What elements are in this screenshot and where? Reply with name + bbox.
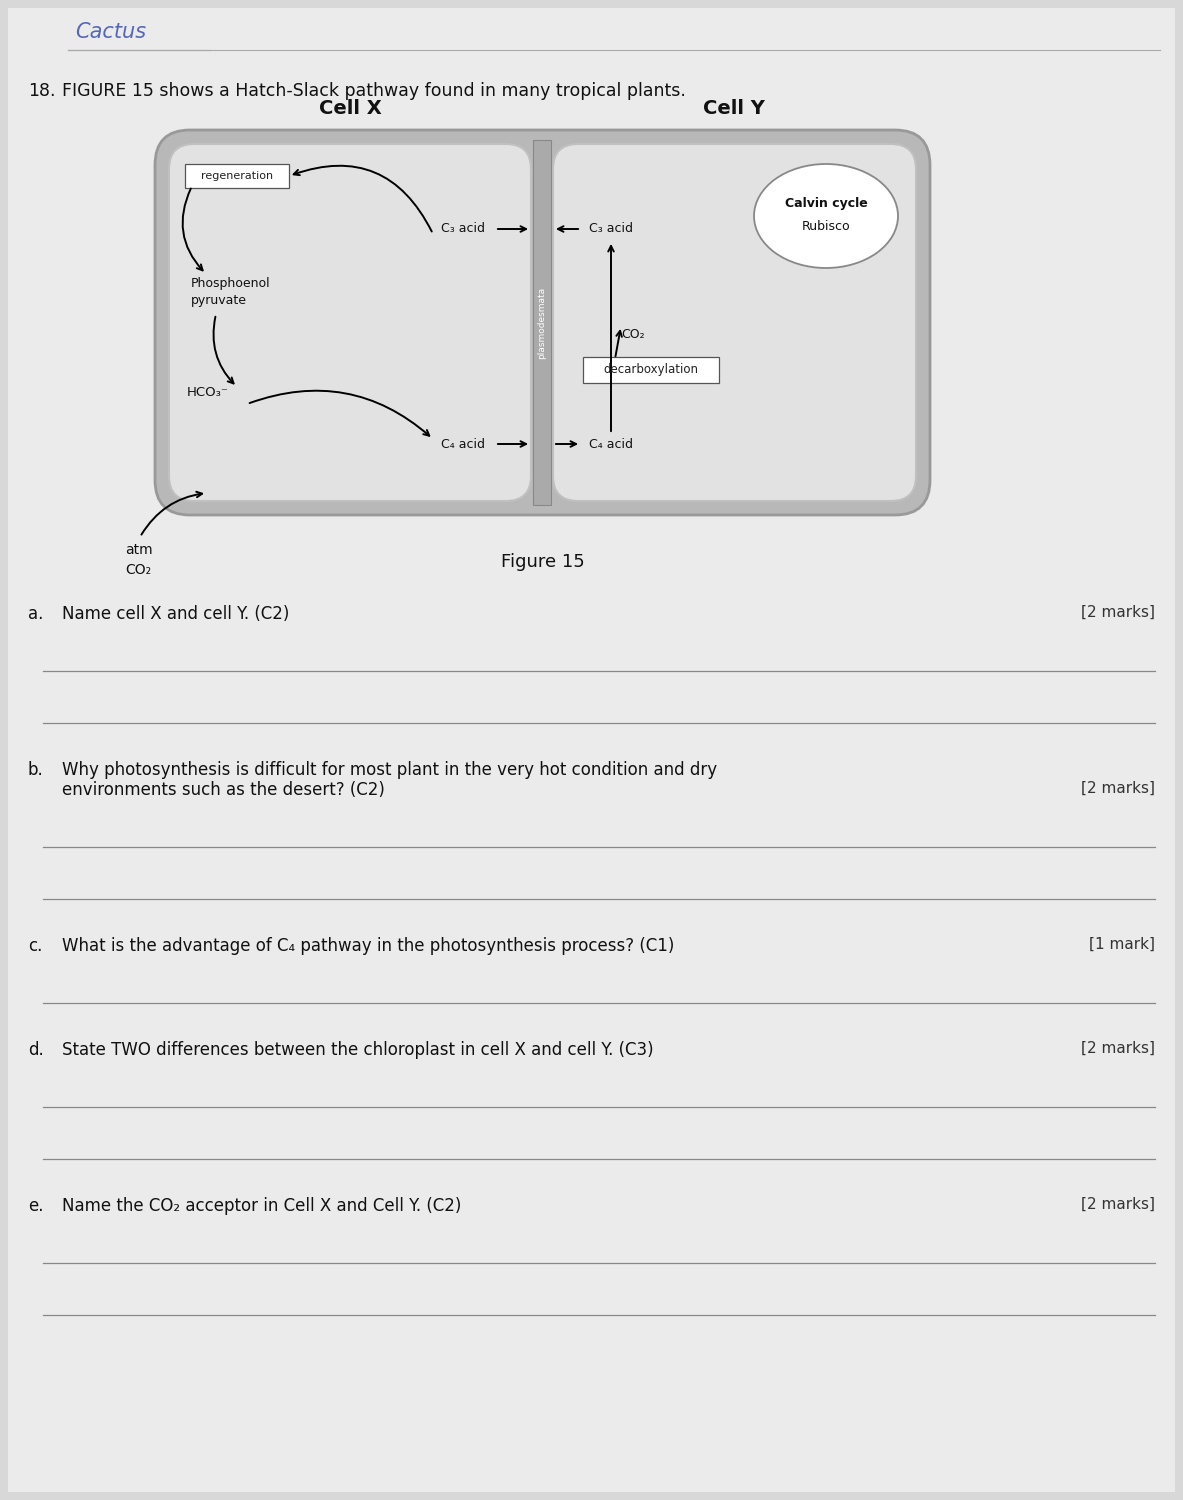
FancyBboxPatch shape — [8, 8, 1175, 1492]
Text: C₃ acid: C₃ acid — [589, 222, 633, 236]
Text: [2 marks]: [2 marks] — [1081, 604, 1155, 619]
Text: C₃ acid: C₃ acid — [441, 222, 485, 236]
Text: Name cell X and cell Y. (C2): Name cell X and cell Y. (C2) — [62, 604, 290, 622]
FancyBboxPatch shape — [583, 357, 719, 382]
Text: Rubisco: Rubisco — [802, 219, 851, 232]
Text: environments such as the desert? (C2): environments such as the desert? (C2) — [62, 782, 384, 800]
Text: Cell Y: Cell Y — [703, 99, 765, 118]
Text: d.: d. — [28, 1041, 44, 1059]
Text: Calvin cycle: Calvin cycle — [784, 198, 867, 210]
Text: FIGURE 15 shows a Hatch-Slack pathway found in many tropical plants.: FIGURE 15 shows a Hatch-Slack pathway fo… — [62, 82, 686, 100]
Text: What is the advantage of C₄ pathway in the photosynthesis process? (C1): What is the advantage of C₄ pathway in t… — [62, 938, 674, 956]
Text: [2 marks]: [2 marks] — [1081, 782, 1155, 796]
Text: Phosphoenol
pyruvate: Phosphoenol pyruvate — [190, 278, 271, 308]
Text: atm: atm — [125, 543, 153, 556]
Text: e.: e. — [28, 1197, 44, 1215]
Text: Figure 15: Figure 15 — [500, 554, 584, 572]
Text: CO₂: CO₂ — [125, 562, 151, 578]
Text: 18.: 18. — [28, 82, 56, 100]
Text: Cactus: Cactus — [75, 22, 147, 42]
Text: plasmodesmata: plasmodesmata — [537, 286, 547, 358]
Ellipse shape — [754, 164, 898, 268]
Text: HCO₃⁻: HCO₃⁻ — [187, 386, 228, 399]
Text: State TWO differences between the chloroplast in cell X and cell Y. (C3): State TWO differences between the chloro… — [62, 1041, 654, 1059]
Text: Name the CO₂ acceptor in Cell X and Cell Y. (C2): Name the CO₂ acceptor in Cell X and Cell… — [62, 1197, 461, 1215]
FancyBboxPatch shape — [155, 130, 930, 514]
FancyBboxPatch shape — [169, 144, 531, 501]
FancyBboxPatch shape — [534, 140, 551, 506]
Text: [1 mark]: [1 mark] — [1090, 938, 1155, 952]
Text: b.: b. — [28, 760, 44, 778]
Text: Why photosynthesis is difficult for most plant in the very hot condition and dry: Why photosynthesis is difficult for most… — [62, 760, 717, 778]
FancyBboxPatch shape — [185, 164, 289, 188]
Text: C₄ acid: C₄ acid — [441, 438, 485, 450]
Text: C₄ acid: C₄ acid — [589, 438, 633, 450]
Text: [2 marks]: [2 marks] — [1081, 1197, 1155, 1212]
Text: a.: a. — [28, 604, 44, 622]
Text: c.: c. — [28, 938, 43, 956]
Text: CO₂: CO₂ — [621, 327, 645, 340]
FancyBboxPatch shape — [552, 144, 916, 501]
Text: decarboxylation: decarboxylation — [603, 363, 698, 376]
Text: [2 marks]: [2 marks] — [1081, 1041, 1155, 1056]
Text: regeneration: regeneration — [201, 171, 273, 182]
Text: Cell X: Cell X — [318, 99, 381, 118]
